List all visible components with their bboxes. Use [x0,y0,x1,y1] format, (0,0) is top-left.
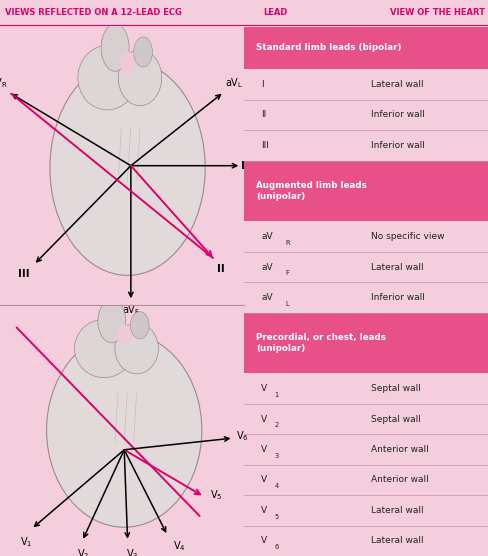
Ellipse shape [78,46,137,110]
Text: aV$_\mathsf{R}$: aV$_\mathsf{R}$ [0,76,8,90]
Text: R: R [285,240,290,246]
Text: 6: 6 [274,544,279,550]
Bar [244,221,488,252]
Text: aV: aV [261,262,273,271]
Bar [244,434,488,465]
Text: V: V [261,384,267,393]
Text: L: L [285,301,289,307]
Bar [244,374,488,404]
Text: V$_2$: V$_2$ [77,547,89,556]
Bar [244,312,488,374]
Text: V$_6$: V$_6$ [236,429,249,443]
Bar [244,525,488,556]
Text: Septal wall: Septal wall [371,384,421,393]
Text: F: F [285,270,289,276]
Text: V: V [261,506,267,515]
Text: 2: 2 [274,423,279,429]
Text: V$_1$: V$_1$ [20,535,33,549]
Ellipse shape [118,50,162,106]
Text: III: III [19,269,30,279]
Bar [244,282,488,312]
Text: V$_3$: V$_3$ [126,547,138,556]
Text: Inferior wall: Inferior wall [371,111,425,120]
Text: Lateral wall: Lateral wall [371,80,424,89]
Text: VIEWS REFLECTED ON A 12-LEAD ECG: VIEWS REFLECTED ON A 12-LEAD ECG [5,8,182,17]
Text: I: I [261,80,264,89]
Ellipse shape [115,323,159,374]
Text: Inferior wall: Inferior wall [371,141,425,150]
Text: II: II [217,264,225,274]
Text: II: II [261,111,266,120]
Text: aV: aV [261,293,273,302]
Text: Septal wall: Septal wall [371,415,421,424]
Ellipse shape [120,52,135,73]
Text: V$_4$: V$_4$ [173,539,186,553]
Text: Lateral wall: Lateral wall [371,537,424,545]
Bar [244,130,488,161]
Ellipse shape [130,312,149,339]
Text: aV$_\mathsf{F}$: aV$_\mathsf{F}$ [122,304,140,317]
Text: aV$_\mathsf{L}$: aV$_\mathsf{L}$ [225,76,244,90]
Text: Standard limb leads (bipolar): Standard limb leads (bipolar) [256,43,402,52]
Text: 1: 1 [274,392,279,398]
Text: No specific view: No specific view [371,232,445,241]
Bar [244,70,488,100]
Bar [244,100,488,130]
Text: Anterior wall: Anterior wall [371,445,428,454]
Text: Anterior wall: Anterior wall [371,475,428,484]
Text: I: I [241,161,244,171]
Ellipse shape [75,320,134,378]
Text: V$_5$: V$_5$ [210,489,222,503]
Text: V: V [261,415,267,424]
Bar [244,404,488,434]
Text: Precordial, or chest, leads
(unipolar): Precordial, or chest, leads (unipolar) [256,333,386,353]
Bar [244,27,488,70]
Ellipse shape [98,300,126,342]
Text: Augmented limb leads
(unipolar): Augmented limb leads (unipolar) [256,181,367,201]
Text: 3: 3 [274,453,279,459]
Text: Lateral wall: Lateral wall [371,506,424,515]
Text: Inferior wall: Inferior wall [371,293,425,302]
Ellipse shape [117,325,132,345]
Text: V: V [261,445,267,454]
Ellipse shape [134,37,152,67]
Text: VIEW OF THE HEART: VIEW OF THE HEART [390,8,486,17]
Bar [244,252,488,282]
Text: LEAD: LEAD [264,8,288,17]
Text: 5: 5 [274,514,279,520]
Bar [244,465,488,495]
Text: 4: 4 [274,483,279,489]
Text: III: III [261,141,269,150]
Text: Lateral wall: Lateral wall [371,262,424,271]
Bar [244,161,488,221]
Bar [244,495,488,525]
Ellipse shape [50,61,205,275]
Text: V: V [261,537,267,545]
Ellipse shape [101,24,129,71]
Ellipse shape [46,333,202,527]
Text: aV: aV [261,232,273,241]
Text: V: V [261,475,267,484]
